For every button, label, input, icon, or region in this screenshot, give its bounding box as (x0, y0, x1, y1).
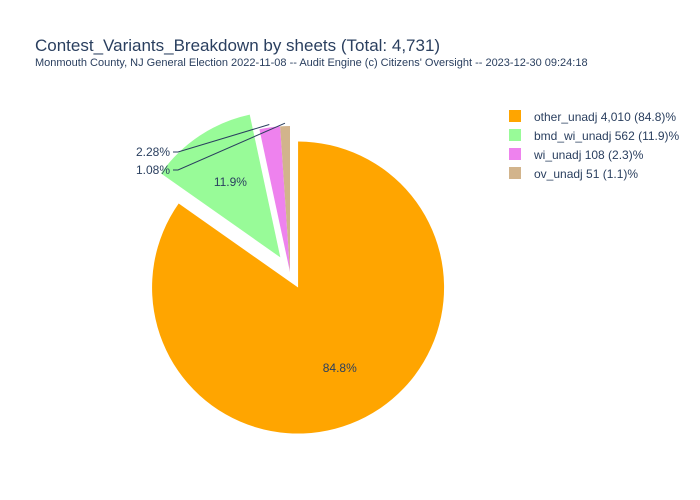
chart-subtitle: Monmouth County, NJ General Election 202… (35, 57, 588, 69)
legend-label: wi_unadj 108 (2.3)% (533, 148, 644, 162)
legend-label: other_unadj 4,010 (84.8)% (534, 110, 676, 124)
legend-swatch (509, 148, 521, 160)
leader-line-ov-unadj (173, 122, 286, 171)
leader-line-wi-unadj (173, 124, 270, 153)
slice-label-wi-unadj: 2.28% (136, 145, 170, 159)
legend-swatch (509, 167, 521, 179)
slice-label-other-unadj: 84.8% (323, 361, 357, 375)
legend-item-other-unadj[interactable]: other_unadj 4,010 (84.8)% (509, 110, 676, 124)
pie-slice-ov-unadj (280, 126, 290, 272)
pie-slice-bmd-wi-unadj (160, 114, 281, 258)
pie-slice-wi-unadj (259, 126, 290, 272)
slice-label-bmd-wi-unadj: 11.9% (214, 175, 247, 189)
legend-swatch (509, 110, 521, 122)
slice-labels: 84.8% 11.9% 2.28% 1.08% (136, 122, 357, 375)
pie-slice-other-unadj (152, 141, 445, 434)
legend-item-ov-unadj[interactable]: ov_unadj 51 (1.1)% (509, 167, 638, 181)
chart-title: Contest_Variants_Breakdown by sheets (To… (35, 36, 440, 55)
legend: other_unadj 4,010 (84.8)% bmd_wi_unadj 56… (509, 110, 680, 181)
pie-slices (152, 114, 445, 434)
legend-swatch (509, 129, 521, 141)
legend-label: ov_unadj 51 (1.1)% (534, 167, 638, 181)
slice-label-ov-unadj: 1.08% (136, 163, 170, 177)
legend-label: bmd_wi_unadj 562 (11.9)% (534, 129, 680, 143)
legend-item-wi-unadj[interactable]: wi_unadj 108 (2.3)% (509, 148, 644, 162)
legend-item-bmd-wi-unadj[interactable]: bmd_wi_unadj 562 (11.9)% (509, 129, 680, 143)
